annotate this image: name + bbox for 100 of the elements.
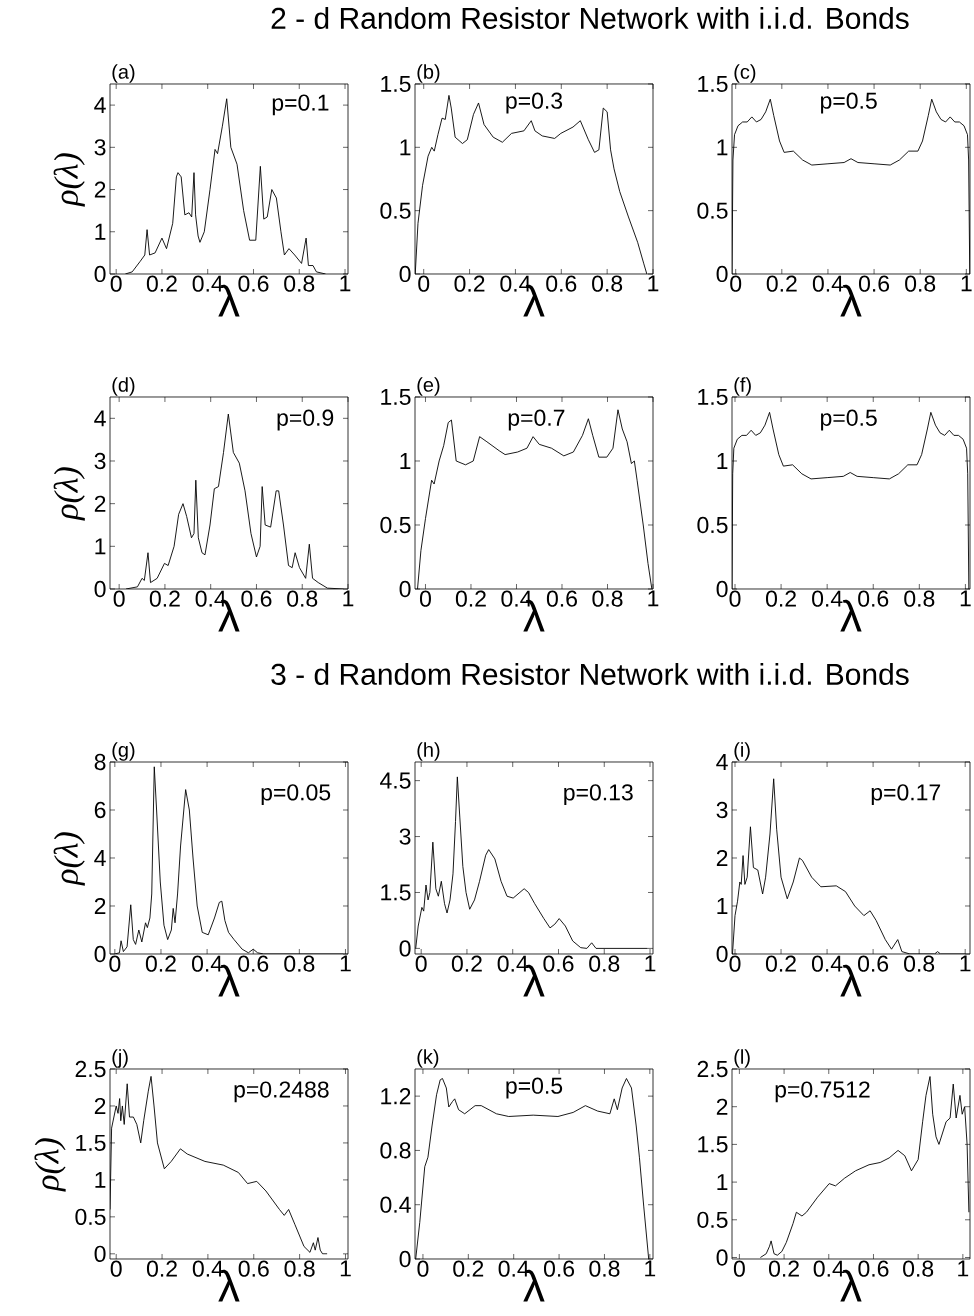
y-axis-title: ρ(λ): [53, 832, 85, 886]
x-tick-label: 0.8: [589, 955, 620, 972]
x-tick-label: 1: [648, 275, 659, 292]
y-tick-label: 2: [716, 849, 728, 867]
y-tick-label: 1.5: [381, 388, 411, 406]
annotation: p=0.17: [871, 784, 941, 806]
x-tick-label: 0: [110, 1260, 122, 1277]
x-tick-label: 1: [960, 590, 971, 607]
y-tick-label: 1: [95, 1171, 106, 1188]
x-tick-label: 0.6: [546, 590, 577, 607]
x-tick-label: 1: [958, 1260, 969, 1277]
text: (l): [734, 1049, 750, 1068]
y-tick-label: 4.5: [380, 772, 411, 789]
x-tick-label: 0.6: [543, 1260, 575, 1277]
y-tick-label: 4: [94, 850, 106, 866]
x-tick-label: 0: [113, 590, 125, 607]
text: (f): [734, 377, 751, 396]
y-tick-label: 1: [717, 898, 728, 914]
text: (g): [112, 742, 135, 761]
text: 3 - d Random Resistor Network with i.i.d. Bonds: [271, 662, 909, 686]
x-tick-label: 0: [418, 275, 430, 292]
text: (k): [417, 1049, 439, 1068]
x-tick-label: 0.6: [546, 275, 577, 292]
y-tick-label: 1: [717, 139, 728, 156]
y-tick-label: 2: [94, 1097, 106, 1114]
y-tick-label: 4: [94, 410, 106, 427]
y-tick-label: 0.5: [380, 202, 411, 219]
x-tick-label: 0.8: [904, 955, 935, 972]
y-tick-label: 2: [94, 495, 106, 512]
y-tick-label: 0.5: [697, 1211, 728, 1228]
x-tick-label: 0.2: [453, 1260, 484, 1277]
text: (a): [112, 64, 135, 83]
x-tick-label: 0.2: [145, 955, 176, 972]
x-tick-label: 0.6: [238, 955, 269, 972]
y-tick-label: 1: [400, 139, 411, 156]
x-tick-label: 0.8: [284, 955, 315, 972]
y-tick-label: 3: [716, 801, 728, 819]
y-tick-label: 1.5: [698, 388, 728, 406]
y-tick-label: 2.5: [75, 1060, 106, 1078]
y-tick-label: 4: [94, 97, 106, 114]
text: (j): [112, 1049, 128, 1068]
x-tick-label: 0.8: [592, 590, 623, 607]
x-tick-label: 0: [415, 955, 427, 972]
y-tick-label: 1: [95, 223, 106, 240]
annotation: p=0.5: [506, 1077, 563, 1099]
x-tick-label: 0.8: [284, 1260, 315, 1277]
text: (e): [417, 377, 440, 396]
x-tick-label: 0: [109, 955, 121, 972]
text: (h): [417, 742, 440, 761]
x-tick-label: 1: [645, 955, 656, 972]
x-tick-label: 0.8: [287, 590, 318, 607]
y-tick-label: 0.4: [380, 1196, 411, 1213]
y-axis-title: ρ(λ): [53, 467, 85, 521]
x-tick-label: 1: [340, 1260, 351, 1277]
y-tick-label: 1.2: [381, 1088, 411, 1105]
y-tick-label: 4: [716, 754, 728, 770]
y-axis-title: ρ(λ): [34, 1138, 66, 1192]
y-tick-label: 0: [399, 940, 411, 957]
x-tick-label: 1: [648, 590, 659, 607]
y-tick-label: 0.5: [75, 1208, 106, 1225]
annotation: p=0.7: [508, 409, 565, 431]
x-tick-label: 0: [110, 275, 122, 292]
annotation: p=0.3: [506, 92, 563, 114]
x-tick-label: 0.6: [238, 275, 269, 292]
y-tick-label: 2: [716, 1098, 728, 1115]
y-tick-label: 1.5: [76, 1134, 106, 1151]
annotation: p=0.2488: [234, 1081, 329, 1103]
x-tick-label: 0: [419, 590, 431, 607]
x-tick-label: 0.6: [543, 955, 574, 972]
annotation: p=0.5: [821, 92, 877, 114]
x-tick-label: 0: [729, 590, 741, 607]
x-tick-label: 0.8: [903, 1260, 934, 1277]
text: (d): [112, 377, 135, 396]
x-tick-label: 0.2: [451, 955, 482, 972]
annotation: p=0.9: [277, 409, 334, 431]
annotation: p=0.05: [261, 784, 331, 806]
x-tick-label: 0: [417, 1260, 429, 1277]
x-tick-label: 1: [340, 275, 351, 292]
annotation: p=0.7512: [775, 1081, 870, 1103]
x-tick-label: 1: [960, 955, 971, 972]
x-tick-label: 0.8: [904, 590, 935, 607]
y-tick-label: 2: [94, 897, 106, 915]
y-tick-label: 2: [94, 181, 106, 198]
y-tick-label: 1: [400, 453, 411, 469]
x-tick-label: 0.2: [146, 275, 177, 292]
annotation: p=0.13: [564, 784, 633, 806]
x-tick-label: 0.6: [241, 590, 272, 607]
x-tick-label: 1: [645, 1260, 656, 1277]
annotation: p=0.5: [821, 409, 877, 431]
x-tick-label: 0.2: [765, 955, 796, 972]
text: 2 - d Random Resistor Network with i.i.d. Bonds: [271, 6, 909, 30]
x-tick-label: 0.2: [766, 275, 797, 292]
y-tick-label: 3: [94, 139, 106, 156]
y-axis-title: ρ(λ): [53, 153, 85, 207]
y-tick-label: 1.5: [381, 75, 411, 92]
text: (i): [734, 742, 750, 761]
y-tick-label: 0: [716, 1249, 728, 1266]
x-tick-label: 0.6: [238, 1260, 269, 1277]
y-tick-label: 1.5: [698, 75, 728, 92]
x-tick-label: 0.2: [146, 1260, 177, 1277]
